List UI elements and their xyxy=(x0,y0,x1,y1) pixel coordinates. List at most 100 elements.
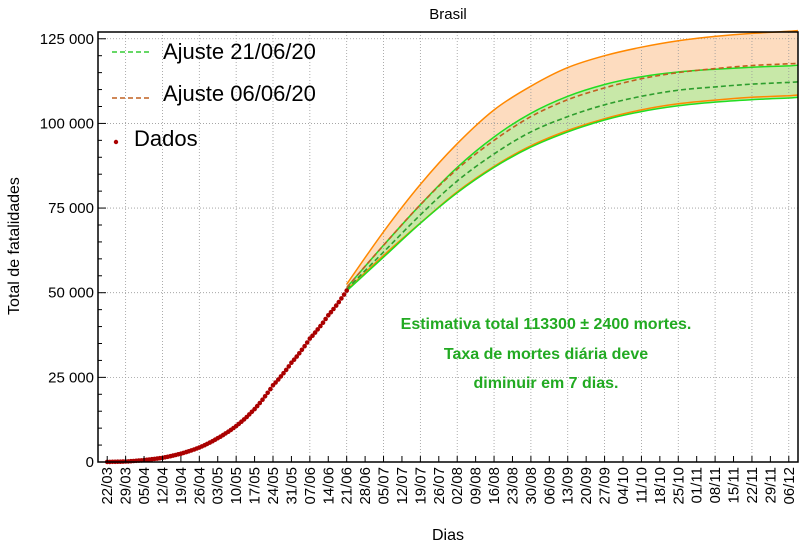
data-point xyxy=(254,403,260,409)
x-tick-label: 06/09 xyxy=(541,467,558,505)
legend: Ajuste 21/06/20 Ajuste 06/06/20 Dados xyxy=(112,39,316,151)
data-point xyxy=(299,347,305,353)
data-points xyxy=(104,288,350,465)
legend-label-ajuste-2106: Ajuste 21/06/20 xyxy=(163,39,316,64)
x-tick-label: 05/07 xyxy=(376,467,393,505)
data-point xyxy=(262,394,268,399)
data-point xyxy=(294,354,300,359)
x-tick-label: 26/07 xyxy=(431,467,448,505)
data-point xyxy=(286,364,292,369)
x-tick-label: 29/03 xyxy=(118,467,135,505)
data-point xyxy=(326,313,331,318)
annotation-line-2: Taxa de mortes diária deve xyxy=(444,346,648,363)
y-axis-label: Total de fatalidades xyxy=(6,177,23,315)
data-point xyxy=(310,333,315,339)
x-tick-label: 12/07 xyxy=(394,467,411,505)
data-point xyxy=(331,306,336,312)
legend-marker-dados xyxy=(113,139,119,145)
x-tick-label: 10/05 xyxy=(228,467,245,505)
x-tick-label: 01/11 xyxy=(689,467,706,503)
y-tick-label: 25 000 xyxy=(48,369,94,386)
annotation-line-3: diminuir em 7 dias. xyxy=(474,375,619,392)
x-tick-label: 28/06 xyxy=(357,467,374,505)
y-tick-label: 0 xyxy=(86,454,94,471)
y-tick-label: 75 000 xyxy=(48,200,94,217)
data-point xyxy=(320,320,326,326)
data-point xyxy=(323,316,328,322)
annotation: Estimativa total 113300 ± 2400 mortes. T… xyxy=(401,316,692,392)
data-point xyxy=(312,330,318,335)
data-point xyxy=(328,309,334,315)
x-tick-label: 19/04 xyxy=(173,467,190,505)
legend-label-dados: Dados xyxy=(134,126,198,151)
x-tick-label: 05/04 xyxy=(136,467,153,505)
data-point xyxy=(273,380,278,385)
x-tick-label: 08/11 xyxy=(707,467,724,503)
x-tick-label: 30/08 xyxy=(523,467,540,505)
x-tick-label: 23/08 xyxy=(505,467,522,505)
data-point xyxy=(268,386,273,392)
x-tick-label: 12/04 xyxy=(155,467,172,505)
x-tick-label: 27/09 xyxy=(597,467,614,505)
band-ajuste-21-06-20 xyxy=(346,65,798,291)
data-point xyxy=(276,377,281,382)
data-point xyxy=(336,299,342,305)
x-tick-label: 13/09 xyxy=(560,467,577,505)
x-tick-label: 04/10 xyxy=(615,467,632,505)
x-tick-label: 26/04 xyxy=(191,467,208,505)
series-line-ajuste-21-06-20 xyxy=(346,81,799,290)
y-tick-label: 50 000 xyxy=(48,285,94,302)
x-tick-label: 15/11 xyxy=(726,467,743,503)
x-tick-label: 22/03 xyxy=(99,467,116,505)
data-point xyxy=(315,327,321,332)
x-tick-label: 18/10 xyxy=(652,467,669,505)
x-tick-label: 09/08 xyxy=(468,467,485,505)
band-lower-ajuste-21-06-20 xyxy=(346,96,799,292)
x-tick-label: 19/07 xyxy=(412,467,429,505)
data-point xyxy=(278,374,284,379)
x-tick-label: 16/08 xyxy=(486,467,503,505)
y-tick-label: 100 000 xyxy=(40,115,94,132)
data-point xyxy=(265,390,271,396)
data-point xyxy=(289,360,294,366)
x-tick-label: 22/11 xyxy=(744,467,761,503)
data-point xyxy=(252,406,257,412)
data-point xyxy=(333,303,339,308)
x-tick-label: 07/06 xyxy=(302,467,319,505)
data-point xyxy=(283,367,289,373)
chart-title: Brasil xyxy=(429,6,467,23)
x-tick-label: 17/05 xyxy=(247,467,264,505)
legend-label-ajuste-0606: Ajuste 06/06/20 xyxy=(163,81,316,106)
confidence-bands xyxy=(346,30,798,291)
x-tick-label: 24/05 xyxy=(265,467,282,505)
x-axis-label: Dias xyxy=(432,527,464,544)
series-line-ajuste-06-06-20 xyxy=(346,62,799,289)
x-axis-ticks: 22/03 29/03 05/04 12/04 19/04 26/04 03/05 10/05… xyxy=(99,456,798,505)
x-tick-label: 03/05 xyxy=(210,467,227,505)
x-tick-label: 31/05 xyxy=(283,467,300,505)
x-tick-label: 06/12 xyxy=(781,467,798,505)
data-point xyxy=(302,343,307,349)
data-point xyxy=(339,296,344,301)
data-point xyxy=(281,370,286,376)
x-tick-label: 21/06 xyxy=(339,467,356,505)
x-tick-label: 11/10 xyxy=(633,467,650,503)
x-tick-label: 25/10 xyxy=(670,467,687,505)
data-point xyxy=(307,336,313,341)
x-tick-label: 20/09 xyxy=(578,467,595,505)
data-point xyxy=(260,397,265,403)
data-point xyxy=(297,351,302,356)
annotation-line-1: Estimativa total 113300 ± 2400 mortes. xyxy=(401,316,692,333)
y-axis-ticks: 0 25 000 50 000 75 000 100 000 125 000 xyxy=(40,31,106,471)
x-tick-label: 14/06 xyxy=(320,467,337,505)
y-tick-label: 125 000 xyxy=(40,31,94,48)
data-point xyxy=(304,340,310,345)
data-point xyxy=(318,323,323,329)
plot-frame xyxy=(97,31,799,463)
x-tick-label: 29/11 xyxy=(762,467,779,503)
x-tick-label: 02/08 xyxy=(449,467,466,505)
band-upper-ajuste-06-06-20 xyxy=(346,29,799,285)
data-point xyxy=(344,288,350,293)
data-point xyxy=(341,292,347,297)
